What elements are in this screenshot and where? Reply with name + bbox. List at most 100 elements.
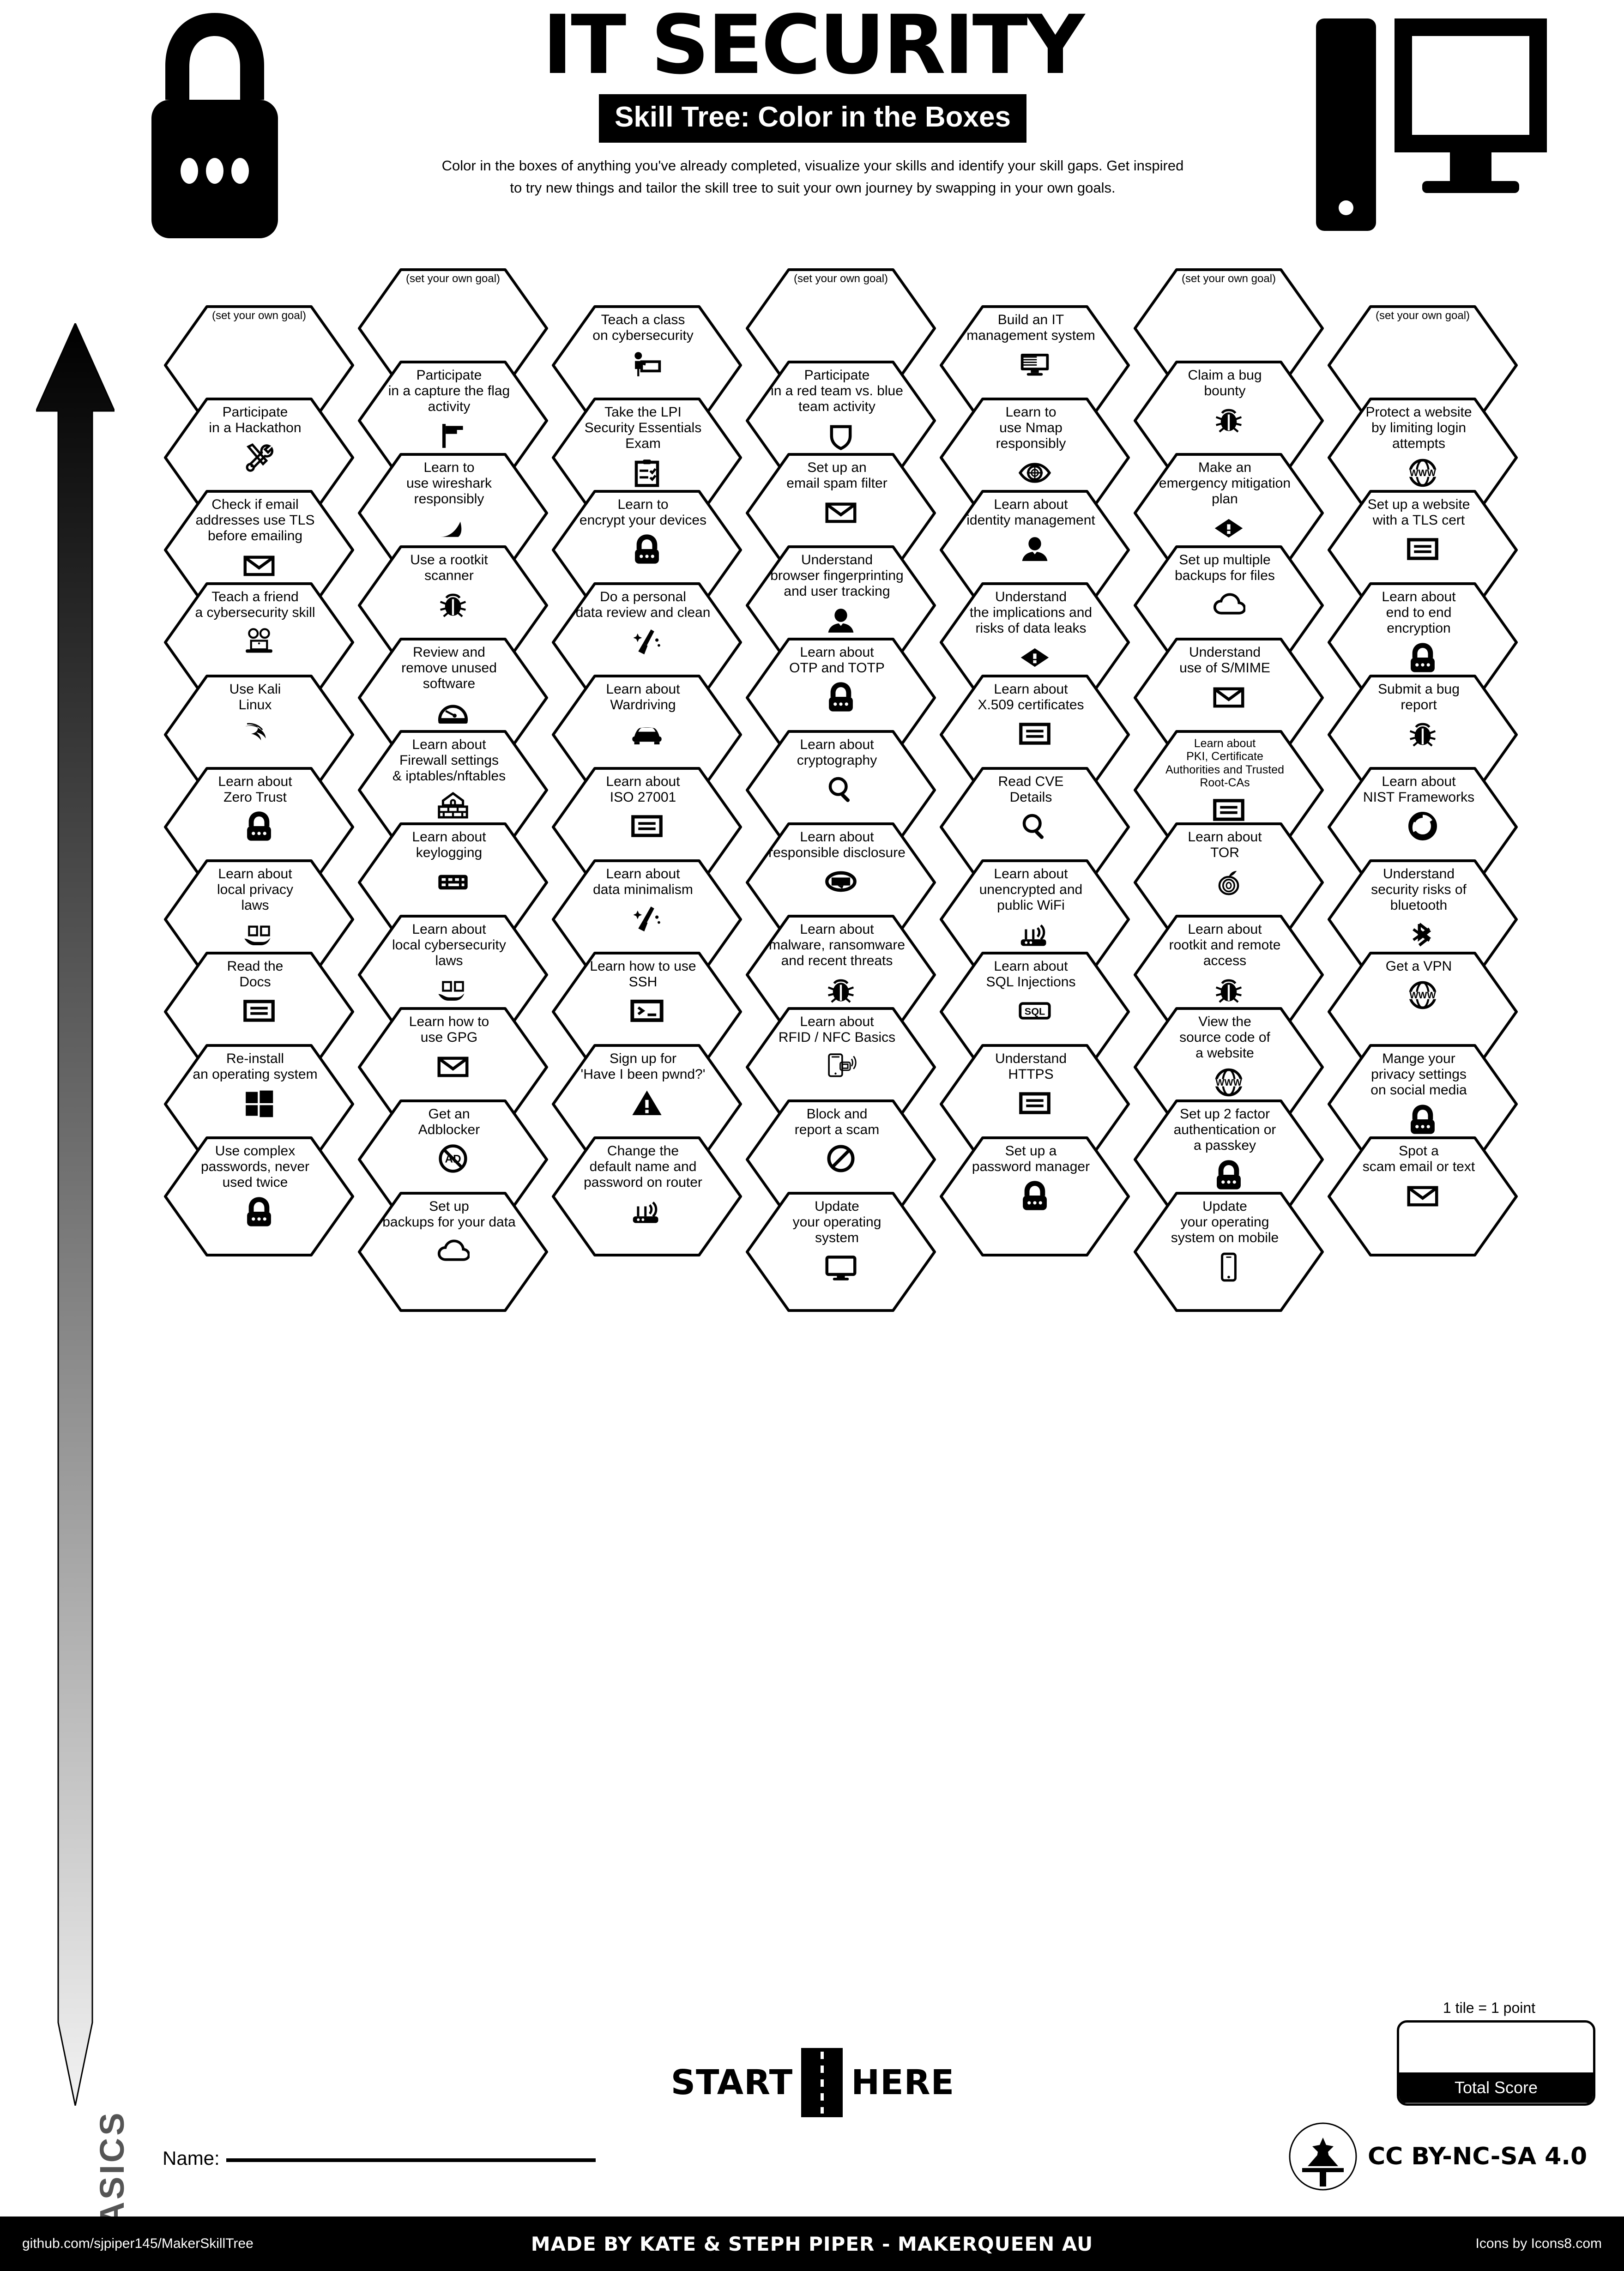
skill-tile[interactable]: View the source code of a website WWW: [1132, 1006, 1325, 1129]
total-score-value[interactable]: [1399, 2023, 1593, 2072]
goal-placeholder-text: (set your own goal): [1375, 309, 1470, 322]
skill-tile[interactable]: Update your operating system on mobile: [1132, 1190, 1325, 1313]
skill-tile[interactable]: Set up a password manager: [938, 1135, 1131, 1258]
skill-tile-label: Understand security risks of bluetooth: [1371, 866, 1467, 913]
skill-tile[interactable]: Learn about RFID / NFC Basics: [744, 1006, 937, 1129]
skill-tile[interactable]: Learn about unencrypted and public WiFi: [938, 858, 1131, 981]
skill-tile-label: Submit a bug report: [1378, 682, 1460, 713]
skill-tile[interactable]: Do a personal data review and clean: [550, 581, 743, 704]
skill-tile[interactable]: Use Kali Linux: [163, 673, 356, 796]
skill-tile[interactable]: Set up backups for your data: [356, 1190, 549, 1313]
footer-github-link[interactable]: github.com/sjpiper145/MakerSkillTree: [22, 2236, 254, 2251]
skill-tile[interactable]: Participate in a capture the flag activity: [356, 359, 549, 482]
skill-tile[interactable]: Set up 2 factor authentication or a passke…: [1132, 1098, 1325, 1221]
skill-tile-goal-placeholder[interactable]: (set your own goal): [163, 304, 356, 427]
skill-tile[interactable]: Learn about responsible disclosure: [744, 821, 937, 944]
page-title: IT SECURITY: [542, 0, 1085, 92]
skill-tile[interactable]: Read CVE Details: [938, 766, 1131, 888]
goal-placeholder-text: (set your own goal): [793, 272, 888, 285]
skill-tile[interactable]: Learn about local cybersecurity laws: [356, 913, 549, 1036]
skill-tile-goal-placeholder[interactable]: (set your own goal): [744, 267, 937, 390]
skill-tile[interactable]: Learn how to use GPG: [356, 1006, 549, 1129]
skill-tile[interactable]: Learn about data minimalism: [550, 858, 743, 981]
skill-tile[interactable]: Learn to use wireshark responsibly: [356, 452, 549, 574]
skill-tile[interactable]: Learn about OTP and TOTP: [744, 636, 937, 759]
skill-tile-label: Set up an email spam filter: [786, 460, 887, 491]
skill-tile[interactable]: Learn about keylogging: [356, 821, 549, 944]
skill-tile[interactable]: Participate in a Hackathon: [163, 396, 356, 519]
skill-tile-label: Protect a website by limiting login attemp…: [1365, 405, 1472, 452]
skill-tile[interactable]: Learn about NIST Frameworks: [1326, 766, 1519, 888]
skill-tile[interactable]: Learn about malware, ransomware and recent…: [744, 913, 937, 1036]
skill-tile[interactable]: Set up multiple backups for files: [1132, 544, 1325, 667]
skill-tile[interactable]: Learn to encrypt your devices: [550, 489, 743, 611]
skill-tile[interactable]: Change the default name and password on ro…: [550, 1135, 743, 1258]
skill-tile[interactable]: Learn about X.509 certificates: [938, 673, 1131, 796]
skill-tile[interactable]: Take the LPI Security Essentials Exam: [550, 396, 743, 519]
skill-tile-label: Learn about end to end encryption: [1382, 589, 1456, 636]
terminal-icon: [630, 994, 664, 1028]
padlock-icon: [1018, 1178, 1051, 1213]
skill-tile-label: Understand use of S/MIME: [1179, 645, 1270, 676]
skill-tile[interactable]: Understand browser fingerprinting and user…: [744, 544, 937, 667]
skill-tile[interactable]: Spot a scam email or text: [1326, 1135, 1519, 1258]
skill-tile[interactable]: Learn about ISO 27001: [550, 766, 743, 888]
open-book-hand-icon: [436, 973, 470, 1007]
name-field[interactable]: Name:: [163, 2147, 596, 2169]
shark-fin-icon: [436, 511, 470, 545]
skill-tile-label: Learn about malware, ransomware and recent…: [768, 922, 906, 969]
skill-tile-label: Learn about Zero Trust: [218, 774, 292, 805]
skill-tile[interactable]: Mange your privacy settings on social medi…: [1326, 1043, 1519, 1166]
skill-tile[interactable]: Learn about local privacy laws: [163, 858, 356, 981]
skill-tile-label: Learn about RFID / NFC Basics: [778, 1014, 896, 1045]
sparkle-broom-icon: [630, 624, 664, 658]
skill-tile[interactable]: Learn about cryptography: [744, 729, 937, 852]
total-score-box[interactable]: Total Score: [1397, 2020, 1595, 2106]
cloud-icon: [1212, 587, 1245, 622]
skill-tile-label: Learn how to use SSH: [590, 959, 696, 990]
goal-placeholder-text: (set your own goal): [211, 309, 307, 322]
skill-tile[interactable]: Teach a friend a cybersecurity skill: [163, 581, 356, 704]
person-icon: [824, 604, 857, 638]
skill-tile[interactable]: Protect a website by limiting login attemp…: [1326, 396, 1519, 519]
padlock-icon: [139, 9, 291, 240]
skill-tile[interactable]: Learn about Firewall settings & iptables/n…: [356, 729, 549, 852]
skill-tile[interactable]: Get an Adblocker AD: [356, 1098, 549, 1221]
skill-tile[interactable]: Understand security risks of bluetooth: [1326, 858, 1519, 981]
person-icon: [1018, 532, 1051, 566]
skill-tile[interactable]: Learn about PKI, Certificate Authorities a…: [1132, 729, 1325, 852]
here-word: HERE: [851, 2063, 955, 2102]
name-input-rule[interactable]: [226, 2158, 596, 2162]
skill-tile[interactable]: Learn to use Nmap responsibly: [938, 396, 1131, 519]
skill-tile-label: Make an emergency mitigation plan: [1159, 460, 1291, 507]
footer-icons-credit[interactable]: Icons by Icons8.com: [1475, 2236, 1602, 2251]
skill-tile[interactable]: Block and report a scam: [744, 1098, 937, 1221]
skill-tile[interactable]: Learn how to use SSH: [550, 950, 743, 1073]
skill-tile[interactable]: Learn about SQL Injections SQL: [938, 950, 1131, 1073]
skill-tile[interactable]: Submit a bug report: [1326, 673, 1519, 796]
skill-tile-label: Use complex passwords, never used twice: [200, 1143, 310, 1190]
envelope-icon: [824, 495, 857, 529]
skill-tile-label: Participate in a Hackathon: [209, 405, 302, 436]
license-text: CC BY-NC-SA 4.0: [1368, 2143, 1588, 2170]
svg-text:WWW: WWW: [1215, 1078, 1242, 1088]
skill-tile-label: Learn about data minimalism: [593, 866, 693, 898]
bug-icon: [1212, 973, 1245, 1007]
skill-tile[interactable]: Re-install an operating system: [163, 1043, 356, 1166]
envelope-icon: [1212, 680, 1245, 714]
skill-tile[interactable]: Learn about TOR: [1132, 821, 1325, 944]
flag-icon: [436, 419, 470, 453]
skill-tile-label: Learn to use Nmap responsibly: [996, 405, 1066, 452]
skill-tile[interactable]: Learn about Zero Trust: [163, 766, 356, 888]
skill-tile[interactable]: Understand HTTPS: [938, 1043, 1131, 1166]
skill-tile-label: Learn about cryptography: [797, 737, 877, 768]
skill-tile[interactable]: Review and remove unused software: [356, 636, 549, 759]
speech-crossed-icon: [824, 864, 857, 899]
skill-tile-label: Learn about SQL Injections: [986, 959, 1076, 990]
skill-tile[interactable]: Make an emergency mitigation plan: [1132, 452, 1325, 574]
skill-tile[interactable]: Use complex passwords, never used twice: [163, 1135, 356, 1258]
skill-tile[interactable]: Participate in a red team vs. blue team ac…: [744, 359, 937, 482]
skill-tile[interactable]: Update your operating system: [744, 1190, 937, 1313]
skill-tile[interactable]: Read the Docs: [163, 950, 356, 1073]
skill-tile-label: Learn about rootkit and remote access: [1169, 922, 1281, 969]
